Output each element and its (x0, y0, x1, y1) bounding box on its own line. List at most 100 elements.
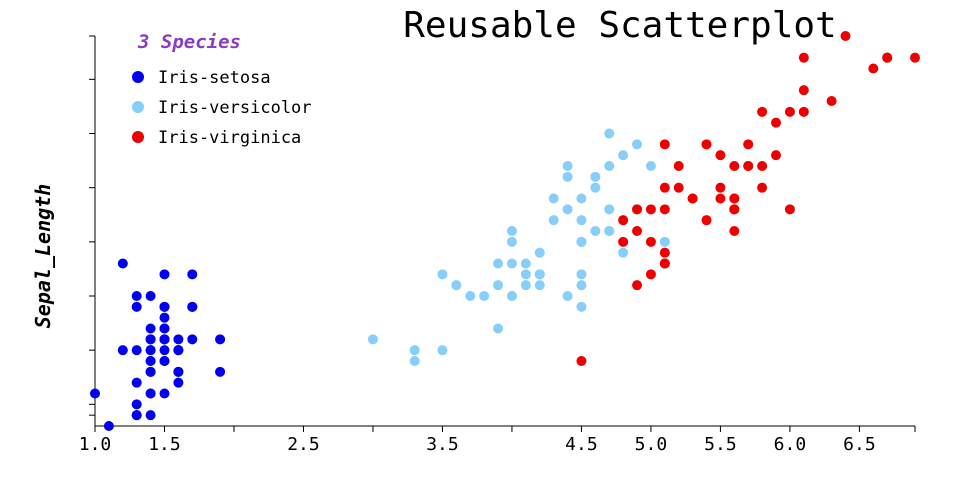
data-point (632, 204, 643, 215)
data-point (659, 236, 670, 247)
data-point (159, 269, 170, 280)
data-point (451, 280, 462, 291)
data-point (784, 106, 795, 117)
data-point (520, 280, 531, 291)
data-point (437, 269, 448, 280)
data-point (548, 193, 559, 204)
data-point (645, 204, 656, 215)
x-tick-label: 5.5 (704, 434, 737, 455)
data-point (673, 182, 684, 193)
data-point (687, 193, 698, 204)
data-point (798, 85, 809, 96)
data-point (882, 52, 893, 63)
data-point (173, 366, 184, 377)
data-point (159, 301, 170, 312)
legend-marker (132, 71, 144, 83)
data-point (729, 226, 740, 236)
data-point (840, 31, 851, 41)
data-point (659, 204, 670, 215)
data-point (562, 291, 573, 301)
data-point (145, 366, 156, 377)
data-point (743, 139, 754, 150)
data-point (534, 269, 545, 280)
data-point (131, 399, 142, 410)
data-point (604, 204, 615, 215)
data-point (117, 345, 128, 356)
data-point (757, 106, 768, 117)
data-point (520, 269, 531, 280)
data-point (618, 247, 629, 258)
data-point (659, 139, 670, 150)
data-point (367, 334, 378, 345)
data-point (506, 291, 517, 301)
data-point (729, 193, 740, 204)
y-axis-label: Sepal_Length (31, 184, 55, 329)
data-point (618, 236, 629, 247)
legend-label: Iris-setosa (158, 68, 271, 88)
data-point (604, 226, 615, 236)
data-point (173, 334, 184, 345)
data-point (465, 291, 476, 301)
data-point (131, 291, 142, 301)
data-point (784, 204, 795, 215)
data-point (187, 269, 198, 280)
data-point (576, 215, 587, 226)
legend-marker (132, 131, 144, 143)
data-point (493, 280, 504, 291)
data-point (103, 421, 114, 431)
data-point (534, 280, 545, 291)
data-point (701, 139, 712, 150)
data-point (715, 182, 726, 193)
legend: Iris-setosa Iris-versicolor Iris-virginica (132, 68, 312, 148)
data-point (145, 356, 156, 366)
data-point (673, 161, 684, 171)
data-point (576, 193, 587, 204)
data-point (590, 171, 601, 182)
data-point (548, 215, 559, 226)
data-point (131, 410, 142, 421)
data-point (506, 226, 517, 236)
data-point (645, 269, 656, 280)
x-tick-label: 5.0 (635, 434, 668, 455)
legend-label: Iris-versicolor (158, 98, 312, 118)
data-point (757, 161, 768, 171)
legend-marker (132, 101, 144, 113)
data-point (145, 323, 156, 334)
data-point (131, 301, 142, 312)
x-tick-label: 3.5 (426, 434, 459, 455)
data-point (159, 334, 170, 345)
data-point (604, 161, 615, 171)
data-point (187, 301, 198, 312)
data-point (715, 150, 726, 161)
series-iris-setosa (90, 258, 226, 431)
data-point (145, 410, 156, 421)
data-point (173, 345, 184, 356)
data-point (562, 204, 573, 215)
data-point (520, 258, 531, 269)
data-point (145, 291, 156, 301)
legend-title: 3 Species (137, 31, 241, 53)
data-point (131, 345, 142, 356)
series-iris-virginica (576, 31, 920, 366)
data-point (632, 280, 643, 291)
data-point (145, 388, 156, 399)
data-point (910, 52, 920, 63)
data-point (576, 269, 587, 280)
data-point (145, 334, 156, 345)
data-points (90, 31, 920, 431)
data-point (743, 161, 754, 171)
data-point (576, 356, 587, 366)
data-point (632, 226, 643, 236)
data-point (159, 356, 170, 366)
data-point (90, 388, 100, 399)
data-point (173, 377, 184, 388)
x-tick-label: 1.0 (79, 434, 112, 455)
data-point (159, 345, 170, 356)
data-point (409, 356, 420, 366)
data-point (506, 236, 517, 247)
x-tick-label: 1.5 (148, 434, 181, 455)
data-point (701, 215, 712, 226)
data-point (715, 193, 726, 204)
axes: 1.0 1.5 2.5 3.5 4.5 5.0 5.5 6.0 6.5 (79, 35, 916, 455)
